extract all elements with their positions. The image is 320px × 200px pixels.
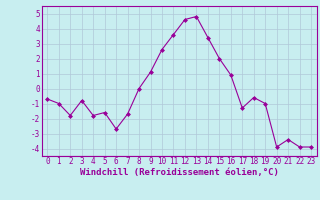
X-axis label: Windchill (Refroidissement éolien,°C): Windchill (Refroidissement éolien,°C) [80, 168, 279, 177]
